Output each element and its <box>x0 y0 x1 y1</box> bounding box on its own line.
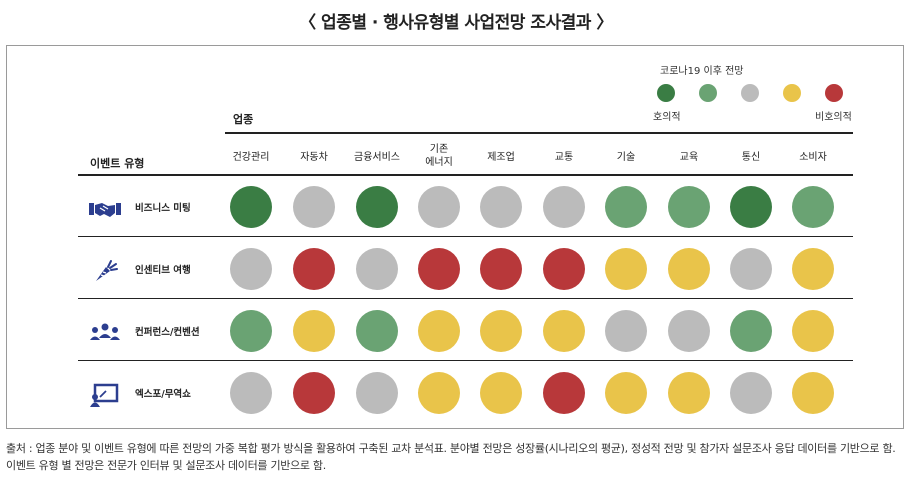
chart-frame <box>6 45 904 429</box>
column-header: 기존 에너지 <box>425 144 453 168</box>
heatmap-cell <box>792 186 834 228</box>
table-header-rule <box>78 174 853 176</box>
heatmap-cell <box>543 248 585 290</box>
row-label: 엑스포/무역쇼 <box>135 389 191 400</box>
heatmap-cell <box>730 310 772 352</box>
heatmap-cell <box>792 248 834 290</box>
presentation-icon <box>90 383 119 407</box>
heatmap-cell <box>605 310 647 352</box>
heatmap-cell <box>480 186 522 228</box>
heatmap-cell <box>605 372 647 414</box>
heatmap-cell <box>730 248 772 290</box>
heatmap-cell <box>792 372 834 414</box>
legend-right-label: 비호의적 <box>815 112 852 123</box>
heatmap-cell <box>605 248 647 290</box>
carrot-icon <box>96 260 118 281</box>
heatmap-cell <box>418 372 460 414</box>
heatmap-cell <box>668 186 710 228</box>
heatmap-cell <box>543 372 585 414</box>
row-divider <box>78 236 853 237</box>
heatmap-cell <box>418 186 460 228</box>
audience-icon <box>90 323 120 340</box>
heatmap-cell <box>418 310 460 352</box>
legend-dot-3 <box>741 84 759 102</box>
column-header: 소비자 <box>799 152 827 163</box>
heatmap-cell <box>605 186 647 228</box>
column-header: 기술 <box>616 152 636 163</box>
legend-dot-4 <box>783 84 801 102</box>
heatmap-cell <box>356 310 398 352</box>
heatmap-cell <box>230 186 272 228</box>
heatmap-cell <box>356 186 398 228</box>
heatmap-cell <box>543 186 585 228</box>
column-header: 금융서비스 <box>354 152 400 163</box>
legend-dot-2 <box>699 84 717 102</box>
column-header: 자동차 <box>300 152 328 163</box>
heatmap-cell <box>730 372 772 414</box>
heatmap-cell <box>356 248 398 290</box>
heatmap-cell <box>293 310 335 352</box>
event-type-header: 이벤트 유형 <box>90 157 145 170</box>
heatmap-cell <box>668 248 710 290</box>
legend-dot-1 <box>657 84 675 102</box>
heatmap-cell <box>668 310 710 352</box>
row-label: 비즈니스 미팅 <box>135 203 191 214</box>
row-divider <box>78 360 853 361</box>
row-label: 컨퍼런스/컨벤션 <box>135 327 200 338</box>
heatmap-cell <box>730 186 772 228</box>
page-title: 〈 업종별 · 행사유형별 사업전망 조사결과 〉 <box>299 13 613 33</box>
heatmap-cell <box>480 310 522 352</box>
heatmap-cell <box>230 248 272 290</box>
legend-left-label: 호의적 <box>653 112 681 123</box>
heatmap-cell <box>293 248 335 290</box>
heatmap-cell <box>480 372 522 414</box>
heatmap-cell <box>356 372 398 414</box>
industry-header-rule <box>225 132 853 134</box>
row-label: 인센티브 여행 <box>135 265 191 276</box>
heatmap-cell <box>543 310 585 352</box>
legend-dot-5 <box>825 84 843 102</box>
heatmap-cell <box>480 248 522 290</box>
heatmap-cell <box>293 372 335 414</box>
heatmap-cell <box>230 310 272 352</box>
row-divider <box>78 298 853 299</box>
heatmap-cell <box>418 248 460 290</box>
source-note: 출처 : 업종 분야 및 이벤트 유형에 따른 전망의 가중 복합 평가 방식을… <box>6 442 896 472</box>
column-header: 건강관리 <box>232 152 270 163</box>
industry-header: 업종 <box>233 113 254 126</box>
column-header: 교육 <box>679 152 699 163</box>
heatmap-cell <box>230 372 272 414</box>
heatmap-cell <box>668 372 710 414</box>
heatmap-cell <box>293 186 335 228</box>
column-header: 통신 <box>741 152 761 163</box>
column-header: 교통 <box>554 152 574 163</box>
handshake-icon <box>89 203 121 217</box>
legend-title: 코로나19 이후 전망 <box>660 66 744 77</box>
heatmap-cell <box>792 310 834 352</box>
column-header: 제조업 <box>487 152 515 163</box>
